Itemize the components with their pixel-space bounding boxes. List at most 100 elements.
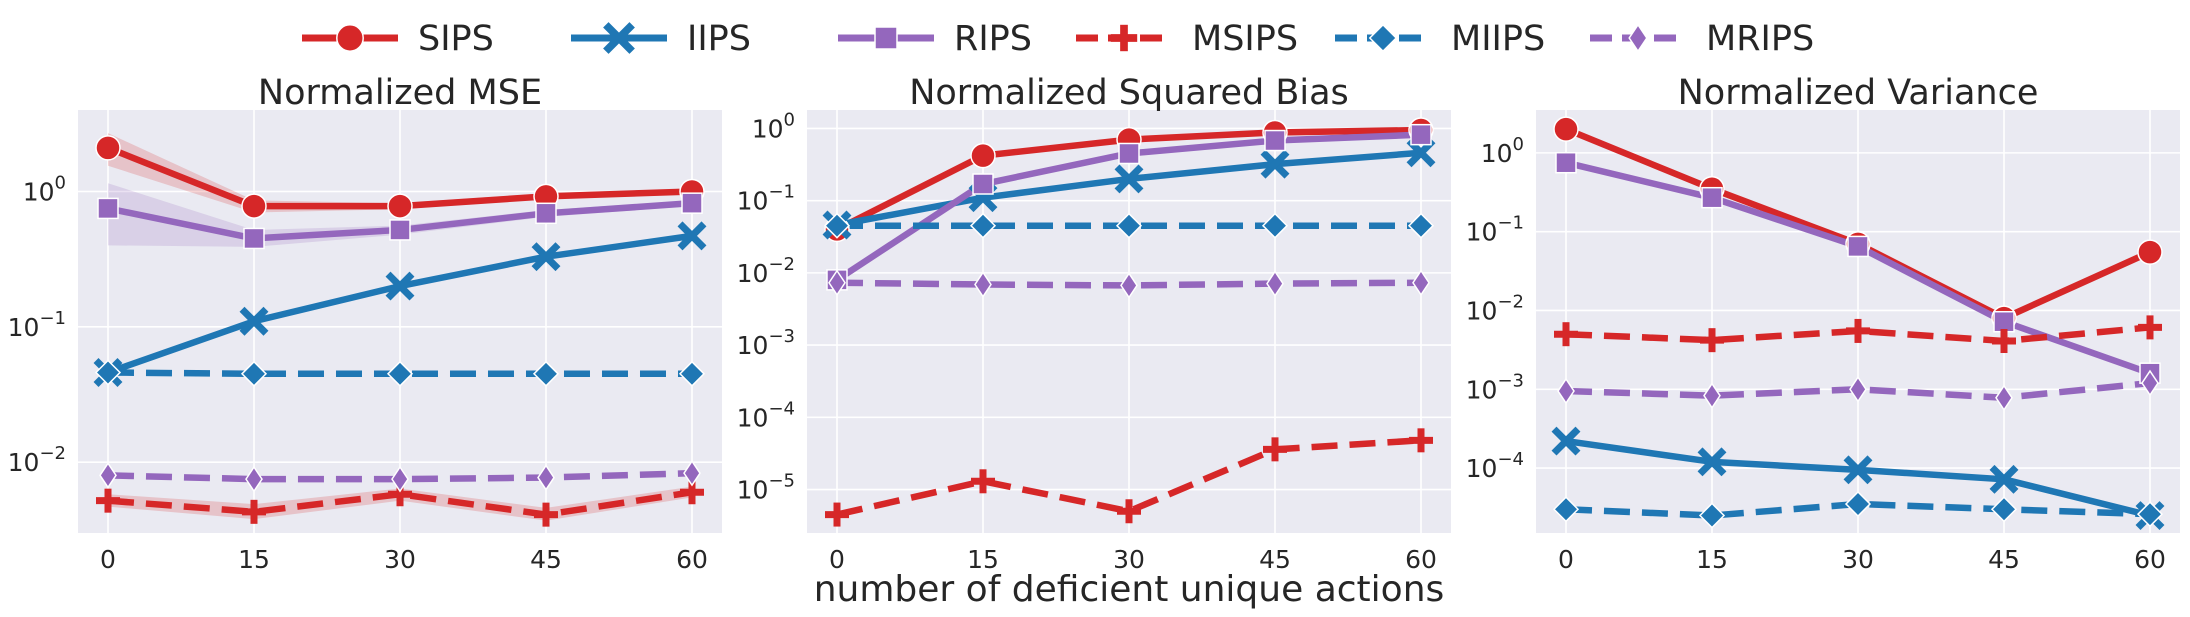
data-point <box>96 488 120 513</box>
legend-label: MSIPS <box>1192 19 1298 59</box>
data-point <box>1990 496 2018 523</box>
data-point <box>678 360 706 387</box>
y-tick-label: 10−4 <box>1466 449 1524 483</box>
data-point <box>2136 501 2164 528</box>
series-line <box>1565 379 2151 402</box>
panel-normalized-mse: 10−2 10−1 100 0 15 30 45 60 Normalized MSE <box>8 73 722 574</box>
legend-item: MSIPS <box>1076 19 1298 59</box>
y-tick-label: 10−2 <box>8 443 66 477</box>
panel-title: Normalized Squared Bias <box>909 73 1349 113</box>
data-point <box>677 221 707 251</box>
data-point <box>239 306 269 336</box>
data-point <box>1266 270 1284 297</box>
data-point <box>1261 212 1289 239</box>
data-point <box>1117 499 1141 524</box>
data-point <box>1263 437 1287 462</box>
data-point <box>1118 142 1140 165</box>
legend-label: SIPS <box>418 19 494 59</box>
y-tick-label: 100 <box>752 109 795 143</box>
data-point <box>2137 239 2163 265</box>
legend-item: SIPS <box>302 19 494 59</box>
data-point <box>245 465 263 493</box>
data-point <box>1557 377 1575 405</box>
data-point <box>683 459 701 487</box>
data-point <box>1120 272 1138 299</box>
x-tick-label: 30 <box>1842 545 1874 574</box>
data-point <box>94 359 122 386</box>
y-tick-label: 100 <box>23 172 66 206</box>
legend-item: RIPS <box>838 19 1032 59</box>
x-tick-label: 60 <box>2134 545 2166 574</box>
data-point <box>1701 186 1723 209</box>
x-tick-label: 45 <box>1259 545 1291 574</box>
data-point <box>535 202 557 225</box>
series-line <box>107 469 693 483</box>
y-tick-label: 10−3 <box>737 326 795 360</box>
y-tick-label: 10−4 <box>737 398 795 432</box>
y-tick-label: 10−1 <box>1466 213 1524 247</box>
data-point <box>386 360 414 387</box>
y-tick-label: 10−1 <box>8 308 66 342</box>
x-tick-label: 0 <box>829 545 845 574</box>
legend-marker <box>1628 23 1648 53</box>
series-line <box>107 489 693 518</box>
data-point <box>243 227 265 250</box>
data-point <box>825 502 849 527</box>
data-point <box>1698 502 1726 529</box>
data-point <box>1264 129 1286 152</box>
data-point <box>1409 428 1433 453</box>
data-point <box>385 271 415 301</box>
y-tick-label: 10−3 <box>1466 370 1524 404</box>
data-point <box>1847 235 1869 258</box>
x-tick-label: 45 <box>1988 545 2020 574</box>
data-point <box>1410 123 1432 146</box>
data-point <box>972 173 994 195</box>
data-point <box>95 135 121 161</box>
series-line <box>1565 500 2151 519</box>
data-point <box>1700 328 1724 353</box>
data-point <box>1995 384 2013 412</box>
data-point <box>97 197 119 220</box>
panel-normalized-squared-bias: 10−5 10−4 10−3 10−2 10−1 100 0 15 30 45 60 Normal… <box>737 73 1451 574</box>
legend-item: MRIPS <box>1590 19 1814 59</box>
panel-title: Normalized Variance <box>1678 73 2039 113</box>
data-point <box>1989 464 2019 494</box>
panel-title: Normalized MSE <box>258 73 542 113</box>
legend-marker <box>603 22 635 54</box>
y-tick-label: 100 <box>1481 134 1524 168</box>
data-point <box>242 499 266 524</box>
x-tick-label: 45 <box>530 545 562 574</box>
series-line <box>107 369 692 378</box>
data-point <box>1406 138 1436 168</box>
legend-item: IIPS <box>571 19 751 59</box>
x-tick-label: 0 <box>100 545 116 574</box>
x-tick-label: 30 <box>1113 545 1145 574</box>
data-point <box>1849 375 1867 403</box>
data-point <box>1114 164 1144 194</box>
data-point <box>681 192 703 214</box>
legend-label: IIPS <box>687 19 751 59</box>
x-tick-label: 15 <box>1696 545 1728 574</box>
x-axis-label: number of deficient unique actions <box>814 569 1445 610</box>
data-point <box>1843 455 1873 485</box>
panel-normalized-variance: 10−4 10−3 10−2 10−1 100 0 15 30 45 60 Normalized… <box>1466 73 2180 574</box>
data-point <box>1407 212 1435 239</box>
data-point <box>1844 490 1872 518</box>
data-point <box>1412 269 1430 297</box>
data-point <box>1554 322 1578 347</box>
data-point <box>828 269 846 297</box>
data-point <box>970 142 996 169</box>
data-point <box>531 242 561 272</box>
legend-marker <box>1110 24 1138 52</box>
legend-label: MIIPS <box>1451 19 1545 59</box>
data-point <box>974 271 992 298</box>
data-point <box>391 465 409 493</box>
legend-label: MRIPS <box>1706 19 1814 59</box>
data-point <box>1846 318 1870 343</box>
legend-item: MIIPS <box>1335 19 1545 59</box>
legend-marker <box>1368 23 1398 53</box>
y-tick-label: 10−5 <box>737 471 795 505</box>
series-line <box>836 437 1422 518</box>
series-line <box>836 279 1422 289</box>
